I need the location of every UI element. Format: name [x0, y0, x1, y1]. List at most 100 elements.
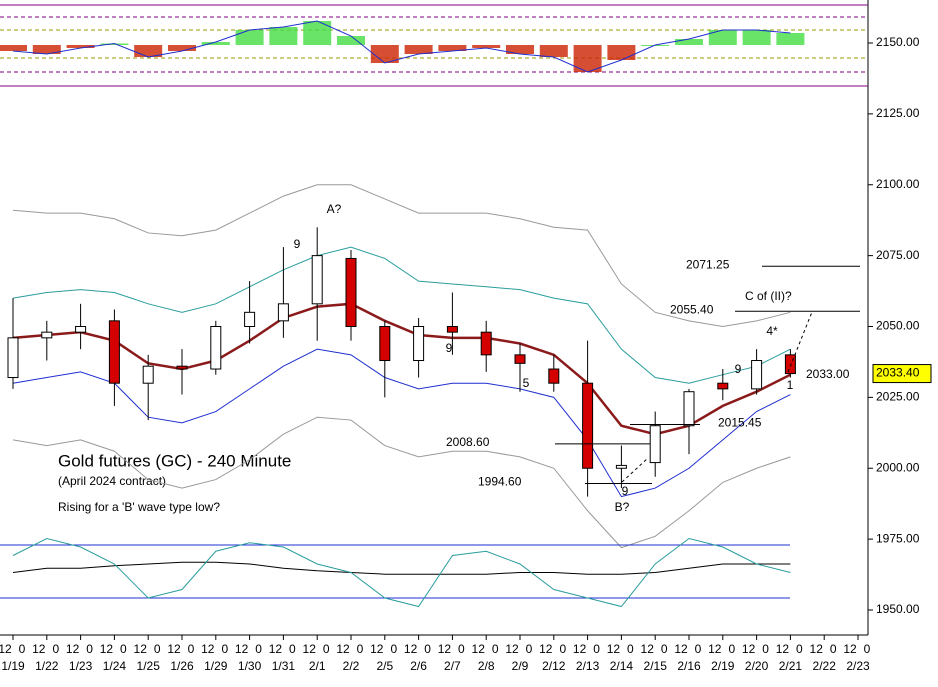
hour-tick-label: 0 — [661, 642, 668, 656]
chart-subtitle: (April 2024 contract) — [58, 474, 166, 488]
x-tick-label: 1/31 — [272, 659, 296, 673]
level-label: 2055.40 — [670, 302, 714, 316]
candle-body — [176, 365, 188, 370]
signal-line — [12, 561, 791, 575]
hour-tick-label: 12 — [505, 642, 519, 656]
x-tick-label: 1/30 — [238, 659, 262, 673]
histogram-bar — [269, 27, 298, 45]
hour-tick-label: 0 — [559, 642, 566, 656]
hour-tick-label: 12 — [573, 642, 587, 656]
candle-body — [514, 354, 526, 364]
level-label: 2033.00 — [806, 367, 850, 381]
x-tick-label: 1/19 — [1, 659, 25, 673]
x-tick-label: 2/5 — [376, 659, 393, 673]
hour-tick-label: 0 — [289, 642, 296, 656]
histogram-bar — [66, 45, 95, 48]
candle-body — [7, 337, 19, 379]
hour-tick-label: 12 — [370, 642, 384, 656]
x-tick-label: 1/29 — [204, 659, 228, 673]
hour-tick-label: 12 — [303, 642, 317, 656]
x-tick-label: 2/12 — [542, 659, 566, 673]
y-tick-label: 2125.00 — [876, 106, 920, 120]
x-tick-label: 1/23 — [69, 659, 93, 673]
wave-label: 1 — [787, 378, 794, 392]
candle-body — [379, 326, 391, 362]
candle-body — [480, 331, 492, 356]
histogram-bar — [742, 30, 771, 45]
x-tick-label: 2/20 — [745, 659, 769, 673]
overlay-line — [12, 246, 791, 384]
x-tick-label: 1/26 — [170, 659, 194, 673]
hour-tick-label: 12 — [776, 642, 790, 656]
candle-body — [582, 382, 594, 469]
histogram-bar — [235, 30, 264, 45]
candle-body — [784, 354, 796, 375]
hour-tick-label: 12 — [810, 642, 824, 656]
candle-body — [751, 360, 763, 390]
histogram-bar — [201, 42, 230, 45]
hour-tick-label: 0 — [492, 642, 499, 656]
hour-tick-label: 0 — [221, 642, 228, 656]
histogram-bar — [100, 43, 129, 45]
hour-tick-label: 12 — [235, 642, 249, 656]
candle-body — [717, 382, 729, 390]
x-tick-label: 1/25 — [137, 659, 161, 673]
hour-tick-label: 0 — [357, 642, 364, 656]
x-tick-label: 2/7 — [444, 659, 461, 673]
wave-label: 5 — [523, 376, 530, 390]
x-tick-label: 2/8 — [478, 659, 495, 673]
histogram-bar — [438, 45, 467, 51]
hour-tick-label: 12 — [708, 642, 722, 656]
x-tick-label: 2/22 — [813, 659, 837, 673]
y-tick-label: 1950.00 — [876, 602, 920, 616]
x-tick-label: 1/24 — [103, 659, 127, 673]
wave-label: C of (II)? — [745, 289, 792, 303]
hour-tick-label: 0 — [424, 642, 431, 656]
histogram-bar — [303, 21, 332, 45]
hour-tick-label: 0 — [762, 642, 769, 656]
oscillator-line — [12, 537, 791, 608]
hour-tick-label: 0 — [19, 642, 26, 656]
overlay-line — [12, 302, 791, 436]
histogram-bar — [404, 45, 433, 54]
x-tick-label: 2/15 — [644, 659, 668, 673]
histogram-line — [12, 20, 791, 73]
candle-body — [75, 326, 87, 333]
candle-body — [413, 326, 425, 362]
wave-label: 9 — [446, 341, 453, 355]
histogram-bar — [539, 45, 568, 57]
y-tick-label: 2075.00 — [876, 248, 920, 262]
hour-tick-label: 12 — [438, 642, 452, 656]
histogram-bar — [370, 45, 399, 63]
hour-tick-label: 0 — [154, 642, 161, 656]
hour-tick-label: 12 — [404, 642, 418, 656]
hour-tick-label: 12 — [269, 642, 283, 656]
level-label: 2015.45 — [718, 416, 762, 430]
hour-tick-label: 0 — [593, 642, 600, 656]
histogram-bar — [506, 45, 534, 54]
histogram-bar — [708, 30, 737, 45]
chart-note: Rising for a 'B' wave type low? — [58, 500, 220, 514]
candle-body — [108, 320, 120, 384]
hour-tick-label: 0 — [830, 642, 837, 656]
x-tick-label: 2/1 — [309, 659, 326, 673]
y-tick-label: 2050.00 — [876, 319, 920, 333]
level-label: 2071.25 — [686, 257, 730, 271]
hour-tick-label: 0 — [627, 642, 634, 656]
hour-tick-label: 0 — [52, 642, 59, 656]
hour-tick-label: 0 — [864, 642, 871, 656]
hour-tick-label: 12 — [472, 642, 486, 656]
hour-tick-label: 0 — [390, 642, 397, 656]
hour-tick-label: 12 — [539, 642, 553, 656]
candle-body — [548, 368, 560, 384]
hour-tick-label: 12 — [167, 642, 181, 656]
wave-label: B? — [615, 500, 630, 514]
hour-tick-label: 12 — [66, 642, 80, 656]
hour-tick-label: 0 — [796, 642, 803, 656]
hour-tick-label: 0 — [86, 642, 93, 656]
candle-body — [210, 326, 222, 370]
histogram-bar — [607, 45, 636, 60]
hour-tick-label: 0 — [120, 642, 127, 656]
histogram-bar — [472, 45, 501, 48]
